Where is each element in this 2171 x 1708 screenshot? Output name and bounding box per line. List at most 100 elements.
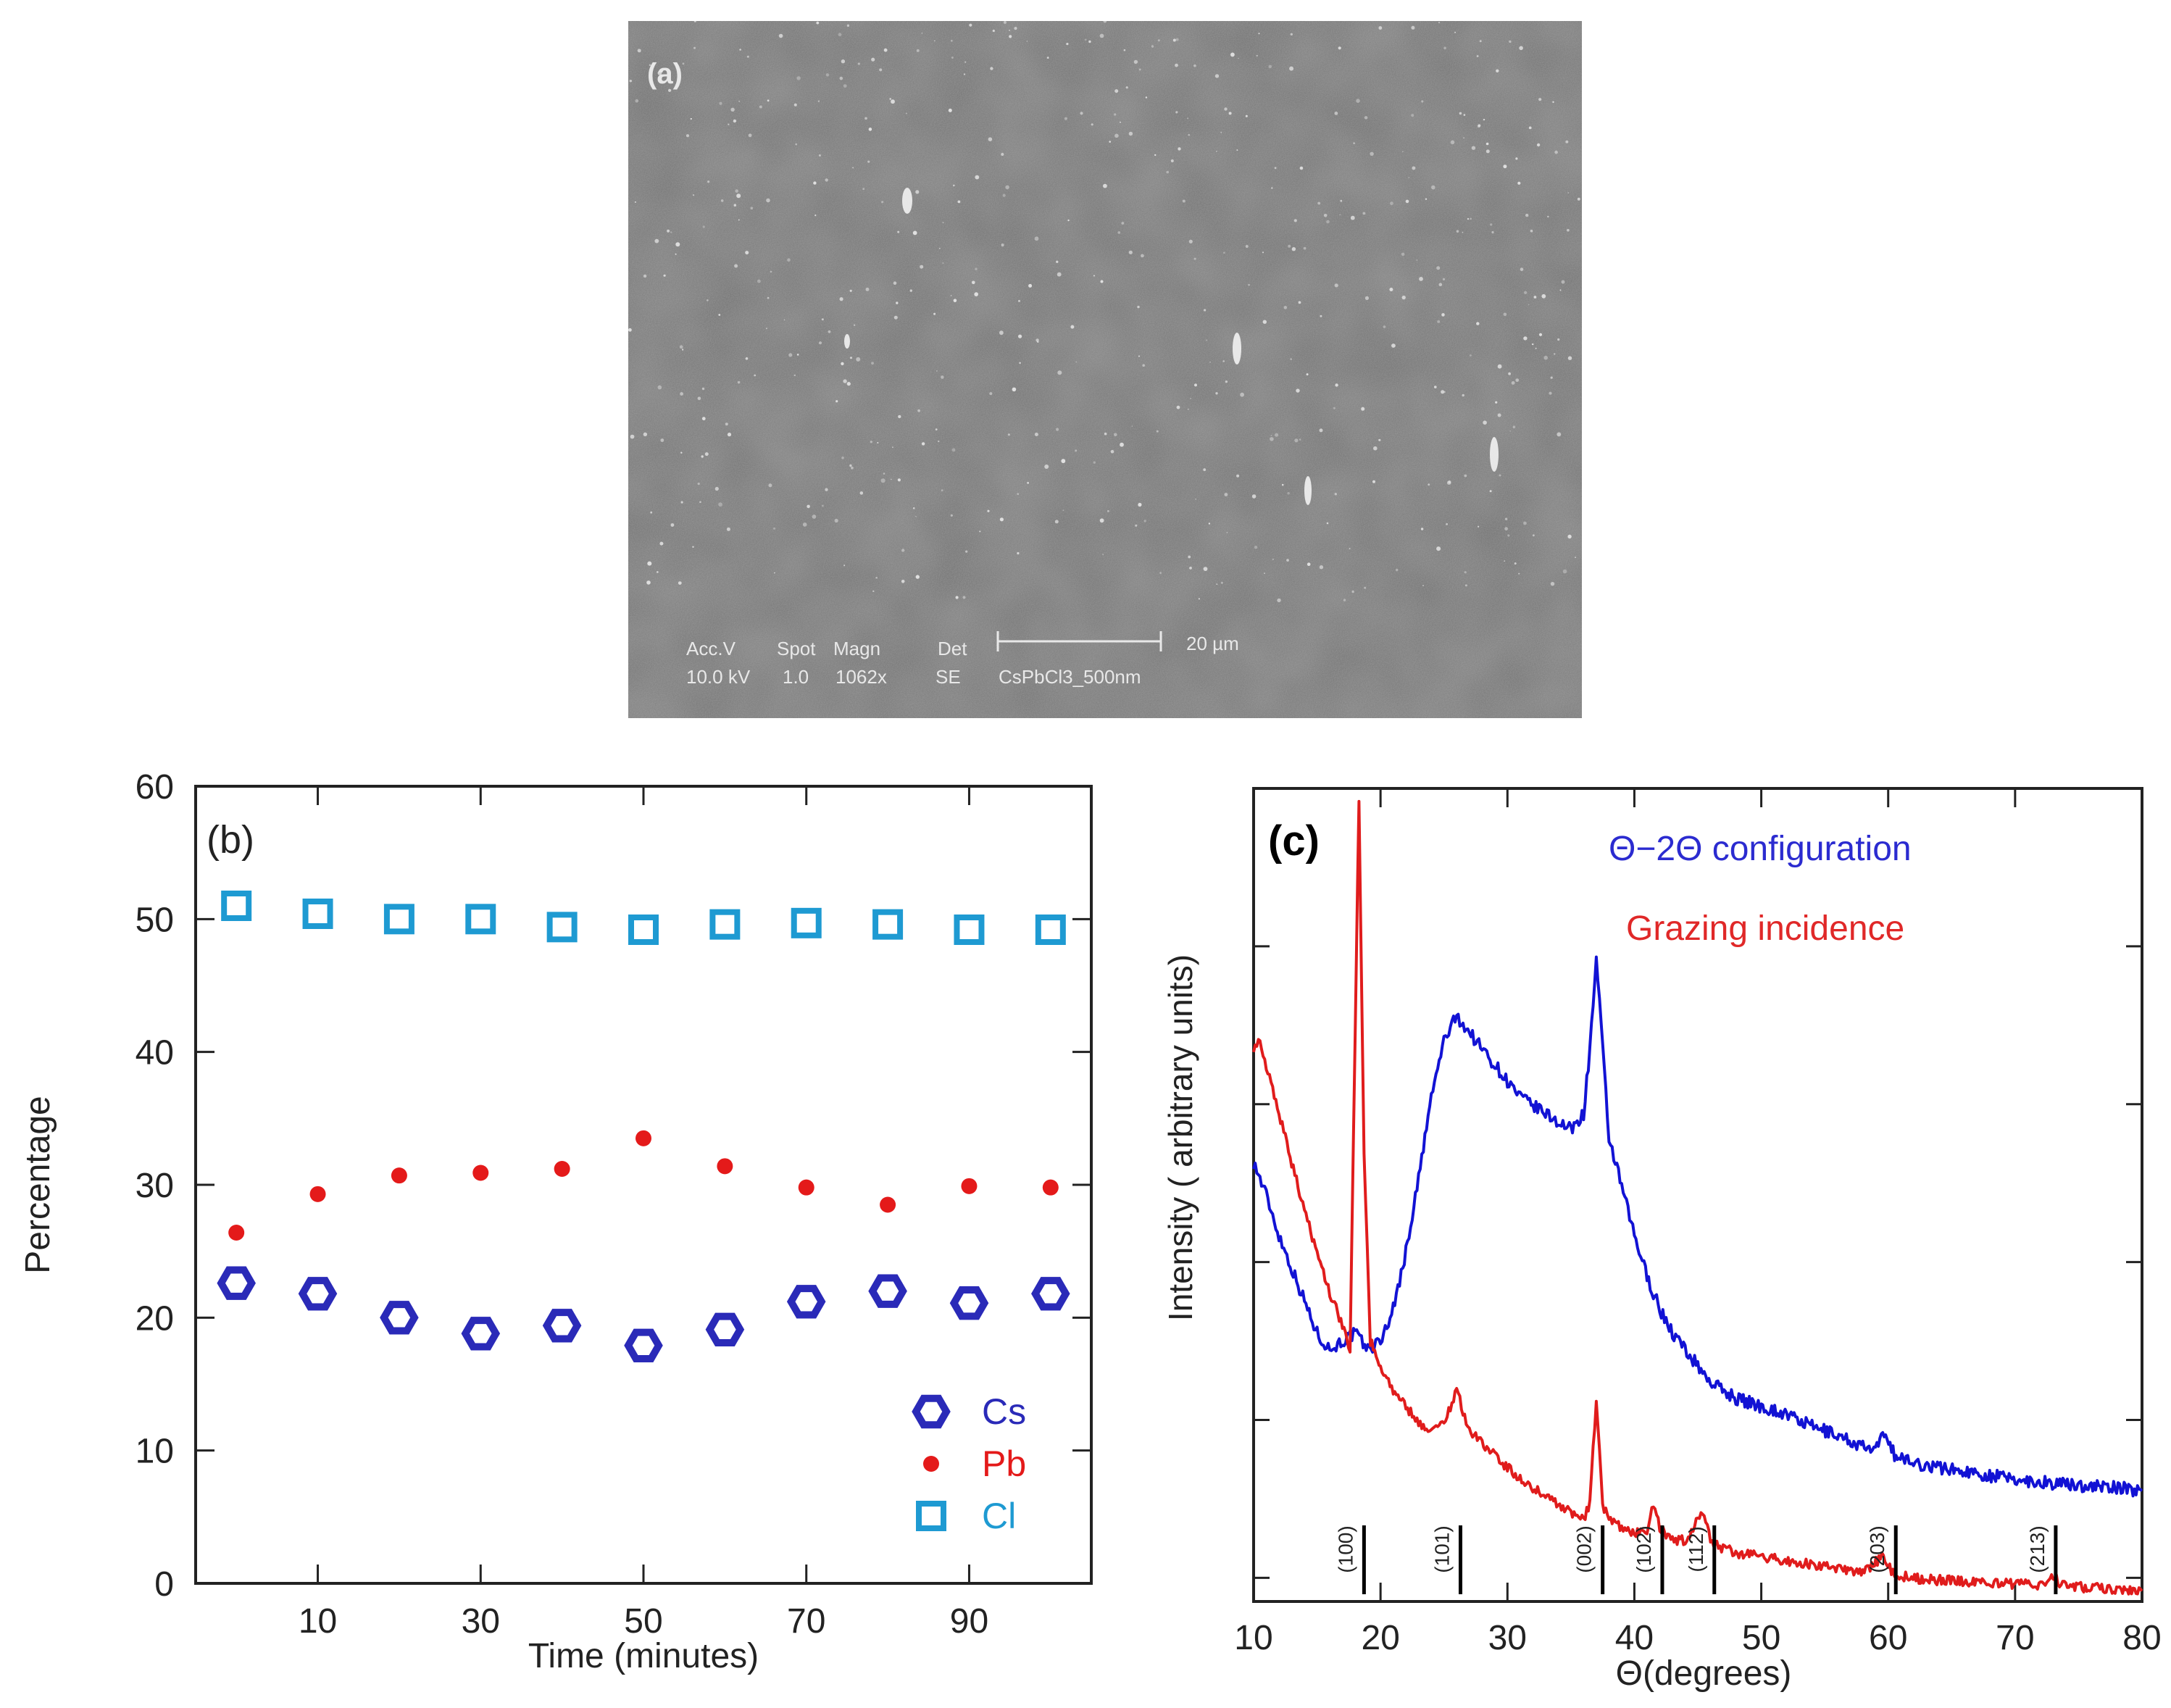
sem-particle	[844, 334, 850, 349]
sem-speck	[1099, 33, 1104, 38]
sem-speck	[825, 73, 830, 77]
sem-speck	[1405, 199, 1409, 204]
sem-speck	[1062, 509, 1064, 511]
sem-speck	[836, 400, 838, 403]
sem-speck	[1411, 114, 1414, 117]
sem-speck	[757, 279, 761, 283]
sem-speck	[1003, 21, 1007, 24]
sem-speck	[1214, 74, 1220, 78]
data-point-pb	[717, 1158, 733, 1175]
sem-speck	[841, 362, 844, 366]
sem-speck	[1067, 219, 1070, 222]
sem-speck	[733, 204, 737, 207]
sem-speck	[1420, 528, 1424, 530]
sem-speck	[628, 328, 632, 332]
sem-speck	[834, 518, 838, 523]
data-point-cl	[872, 909, 904, 940]
sem-speck	[1401, 295, 1406, 300]
sem-speck	[1307, 562, 1311, 566]
sem-speck	[718, 314, 721, 316]
sem-speck	[1001, 152, 1004, 157]
sem-value-accv: 10.0 kV	[686, 666, 751, 688]
sem-speck	[1251, 494, 1257, 499]
sem-speck	[1528, 126, 1532, 130]
sem-speck	[1054, 520, 1059, 524]
sem-speck	[1224, 493, 1228, 496]
sem-speck	[990, 67, 993, 70]
sem-speck	[682, 62, 685, 65]
sem-speck	[767, 296, 770, 299]
sem-speck	[1504, 527, 1508, 531]
data-point-pb	[1042, 1179, 1059, 1196]
sem-speck	[851, 466, 854, 470]
sem-speck	[1014, 27, 1017, 30]
sem-speck	[1286, 559, 1289, 562]
sem-speck	[650, 511, 653, 514]
sem-speck	[963, 73, 966, 75]
data-point-pb	[309, 1186, 326, 1202]
sem-speck	[1323, 214, 1328, 217]
sem-speck	[955, 596, 959, 599]
sem-speck	[849, 289, 852, 292]
sem-speck	[1114, 113, 1117, 116]
x-tick-label: 20	[1361, 1619, 1399, 1657]
sem-speck	[864, 117, 867, 120]
sem-speck	[1523, 521, 1527, 525]
sem-speck	[912, 230, 917, 236]
sem-speck	[647, 561, 652, 566]
sem-speck	[1478, 124, 1481, 128]
sem-speck	[1188, 133, 1191, 136]
sem-speck	[1135, 524, 1138, 527]
x-axis-label: Θ(degrees)	[1616, 1654, 1792, 1693]
y-tick-label: 0	[154, 1565, 174, 1604]
sem-speck	[1565, 140, 1569, 143]
reference-peak-label: (002)	[1573, 1525, 1596, 1572]
sem-speck	[1464, 584, 1467, 587]
y-tick-label: 20	[136, 1299, 174, 1338]
sem-speck	[1562, 569, 1567, 574]
sem-speck	[1437, 320, 1441, 323]
sem-speck	[897, 230, 900, 233]
sem-speck	[1258, 33, 1260, 35]
sem-speck	[1549, 391, 1552, 395]
sem-speck	[1554, 150, 1558, 154]
sem-speck	[1268, 64, 1272, 69]
data-point-cl	[465, 904, 496, 935]
sem-speck	[828, 330, 831, 333]
sem-speck	[1270, 437, 1274, 441]
sem-speck	[1536, 143, 1541, 147]
sem-speck	[1209, 362, 1211, 363]
sem-speck	[1099, 518, 1104, 523]
sem-speck	[1037, 341, 1039, 343]
sem-speck	[1436, 546, 1441, 551]
legend-marker-cl	[916, 1501, 946, 1531]
data-point-cl	[1035, 915, 1066, 945]
sem-speck	[686, 134, 690, 138]
sem-speck	[690, 117, 692, 120]
sem-speck	[680, 451, 683, 454]
sem-speck	[1256, 54, 1258, 57]
sem-speck	[1017, 493, 1020, 496]
sem-micrograph: (a) Acc.V Spot Magn Det 10.0 kV 1.0 1062…	[628, 21, 1582, 718]
sem-value-magn: 1062x	[836, 666, 887, 688]
sem-speck	[1523, 291, 1528, 294]
sem-speck	[1224, 107, 1228, 111]
x-tick-label: 30	[1488, 1619, 1527, 1657]
sem-speck	[1018, 334, 1022, 338]
sem-speck	[1080, 112, 1083, 115]
legend-label-pb: Pb	[982, 1444, 1026, 1484]
sem-speck	[1353, 142, 1355, 144]
annotation-theta-2theta: Θ−2Θ configuration	[1609, 830, 1912, 868]
sem-speck	[1203, 468, 1207, 472]
sem-speck	[1383, 325, 1386, 328]
sem-speck	[1156, 430, 1159, 433]
sem-speck	[668, 88, 672, 92]
sem-speck	[877, 442, 879, 443]
sem-speck	[846, 24, 850, 27]
sem-speck	[714, 486, 719, 491]
sem-speck	[1431, 185, 1435, 190]
sem-speck	[859, 491, 864, 495]
sem-speck	[1117, 231, 1121, 234]
sem-speck	[778, 33, 783, 38]
sem-speck	[754, 374, 757, 377]
